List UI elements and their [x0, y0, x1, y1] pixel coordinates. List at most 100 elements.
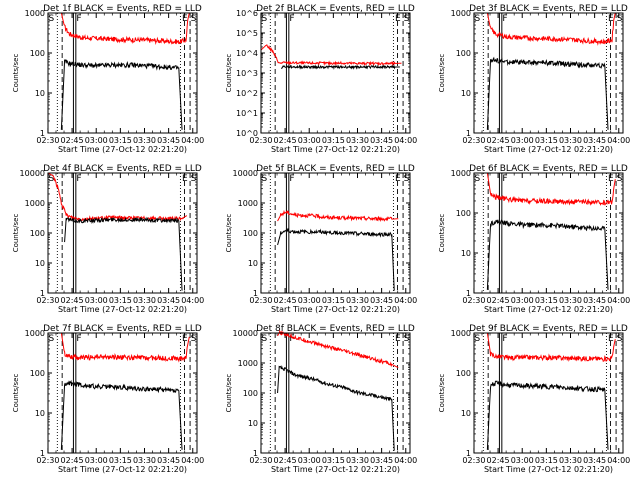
x-tick-label: 03:45	[583, 296, 606, 305]
plot-frame	[473, 332, 624, 454]
lld-series-line	[47, 172, 188, 223]
marker-label: S	[191, 174, 197, 184]
y-tick-label: 10	[461, 409, 471, 418]
y-tick-label: 10000	[233, 329, 258, 338]
x-tick-label: 03:00	[85, 296, 108, 305]
y-axis-label: Counts/sec	[12, 374, 20, 413]
marker-label: S	[191, 334, 197, 344]
y-axis-label: Counts/sec	[12, 214, 20, 253]
y-tick-label: 10	[35, 89, 45, 98]
marker-label: F	[76, 334, 81, 344]
panel-title: Det 2f BLACK = Events, RED = LLD	[256, 4, 415, 14]
x-tick-label: 02:30	[462, 136, 485, 145]
x-axis-label: Start Time (27-Oct-12 02:21:20)	[58, 305, 187, 314]
x-tick-label: 02:30	[36, 456, 59, 465]
panel-9: Det 9f BLACK = Events, RED = LLD 1 10 100 10…	[438, 324, 630, 474]
y-tick-label: 1	[40, 289, 45, 298]
events-series-line	[486, 380, 609, 450]
marker-label: E	[608, 334, 614, 344]
x-axis-label: Start Time (27-Oct-12 02:21:20)	[484, 465, 613, 474]
marker-label: F	[289, 174, 294, 184]
marker-label: S	[191, 14, 197, 24]
x-tick-label: 03:00	[298, 296, 321, 305]
plot-frame	[473, 172, 624, 294]
y-tick-label: 1000	[451, 9, 471, 18]
y-tick-label: 10^4	[236, 49, 258, 58]
marker-label: S	[474, 334, 480, 344]
marker-label: E	[395, 14, 401, 24]
marker-label: S	[48, 14, 54, 24]
x-tick-label: 03:45	[370, 456, 393, 465]
marker-label: F	[502, 334, 507, 344]
y-axis-label: Counts/sec	[12, 54, 20, 93]
panel-title: Det 9f BLACK = Events, RED = LLD	[469, 324, 628, 334]
y-axis-label: Counts/sec	[438, 374, 446, 413]
y-tick-label: 10^0	[236, 129, 258, 138]
events-series-line	[281, 64, 400, 70]
x-tick-label: 03:30	[559, 296, 582, 305]
x-tick-label: 03:15	[322, 296, 345, 305]
x-tick-label: 03:00	[85, 456, 108, 465]
y-tick-label: 1000	[25, 199, 45, 208]
x-tick-label: 02:30	[249, 456, 272, 465]
marker-label: S	[261, 334, 267, 344]
x-tick-label: 03:30	[346, 296, 369, 305]
x-tick-label: 03:15	[322, 456, 345, 465]
x-tick-label: 02:30	[462, 296, 485, 305]
x-tick-label: 03:30	[346, 136, 369, 145]
marker-label: F	[502, 174, 507, 184]
x-tick-label: 03:15	[535, 296, 558, 305]
lld-series-line	[60, 332, 190, 363]
panel-4: Det 4f BLACK = Events, RED = LLD 1 10 100 10…	[12, 164, 204, 314]
marker-label: S	[617, 174, 623, 184]
x-tick-label: 04:00	[607, 136, 630, 145]
y-tick-label: 1	[253, 449, 258, 458]
y-tick-label: 1	[466, 449, 471, 458]
x-tick-label: 02:45	[61, 136, 84, 145]
lld-series-line	[60, 12, 190, 45]
x-axis-label: Start Time (27-Oct-12 02:21:20)	[484, 305, 613, 314]
panel-title: Det 6f BLACK = Events, RED = LLD	[469, 164, 628, 174]
marker-label: S	[474, 174, 480, 184]
plot-frame	[260, 12, 411, 134]
panel-2: Det 2f BLACK = Events, RED = LLD 10^0 10^1…	[225, 4, 417, 154]
x-tick-label: 04:00	[607, 296, 630, 305]
y-axis-label: Counts/sec	[438, 214, 446, 253]
x-tick-label: 04:00	[181, 296, 204, 305]
panel-6: Det 6f BLACK = Events, RED = LLD 1 10 100 10…	[438, 164, 630, 314]
x-tick-label: 03:30	[559, 456, 582, 465]
panel-title: Det 3f BLACK = Events, RED = LLD	[469, 4, 628, 14]
x-tick-label: 02:45	[61, 456, 84, 465]
plot-frame	[260, 172, 411, 294]
marker-label: F	[289, 334, 294, 344]
y-tick-label: 10000	[20, 169, 45, 178]
x-tick-label: 03:45	[583, 456, 606, 465]
panel-title: Det 1f BLACK = Events, RED = LLD	[43, 4, 202, 14]
y-tick-label: 10^2	[236, 89, 258, 98]
x-axis-label: Start Time (27-Oct-12 02:21:20)	[58, 145, 187, 154]
marker-label: E	[395, 174, 401, 184]
y-tick-label: 10^5	[236, 29, 258, 38]
x-tick-label: 04:00	[607, 456, 630, 465]
x-tick-label: 02:45	[487, 136, 510, 145]
y-tick-label: 1000	[451, 329, 471, 338]
marker-label: E	[182, 14, 188, 24]
panel-3: Det 3f BLACK = Events, RED = LLD 1 10 100 10…	[438, 4, 630, 154]
y-tick-label: 1000	[238, 199, 258, 208]
x-axis-label: Start Time (27-Oct-12 02:21:20)	[271, 305, 400, 314]
y-tick-label: 10	[35, 259, 45, 268]
marker-label: S	[404, 334, 410, 344]
x-tick-label: 02:45	[487, 296, 510, 305]
x-tick-label: 03:30	[133, 296, 156, 305]
x-tick-label: 02:45	[487, 456, 510, 465]
y-tick-label: 10	[248, 419, 258, 428]
x-tick-label: 03:30	[559, 136, 582, 145]
x-tick-label: 03:15	[109, 456, 132, 465]
x-tick-label: 03:30	[133, 456, 156, 465]
plot-frame	[47, 332, 198, 454]
panel-5: Det 5f BLACK = Events, RED = LLD 1 10 100 10…	[225, 164, 417, 314]
marker-label: E	[608, 174, 614, 184]
panel-title: Det 4f BLACK = Events, RED = LLD	[43, 164, 202, 174]
x-tick-label: 03:15	[535, 456, 558, 465]
x-tick-label: 03:00	[85, 136, 108, 145]
